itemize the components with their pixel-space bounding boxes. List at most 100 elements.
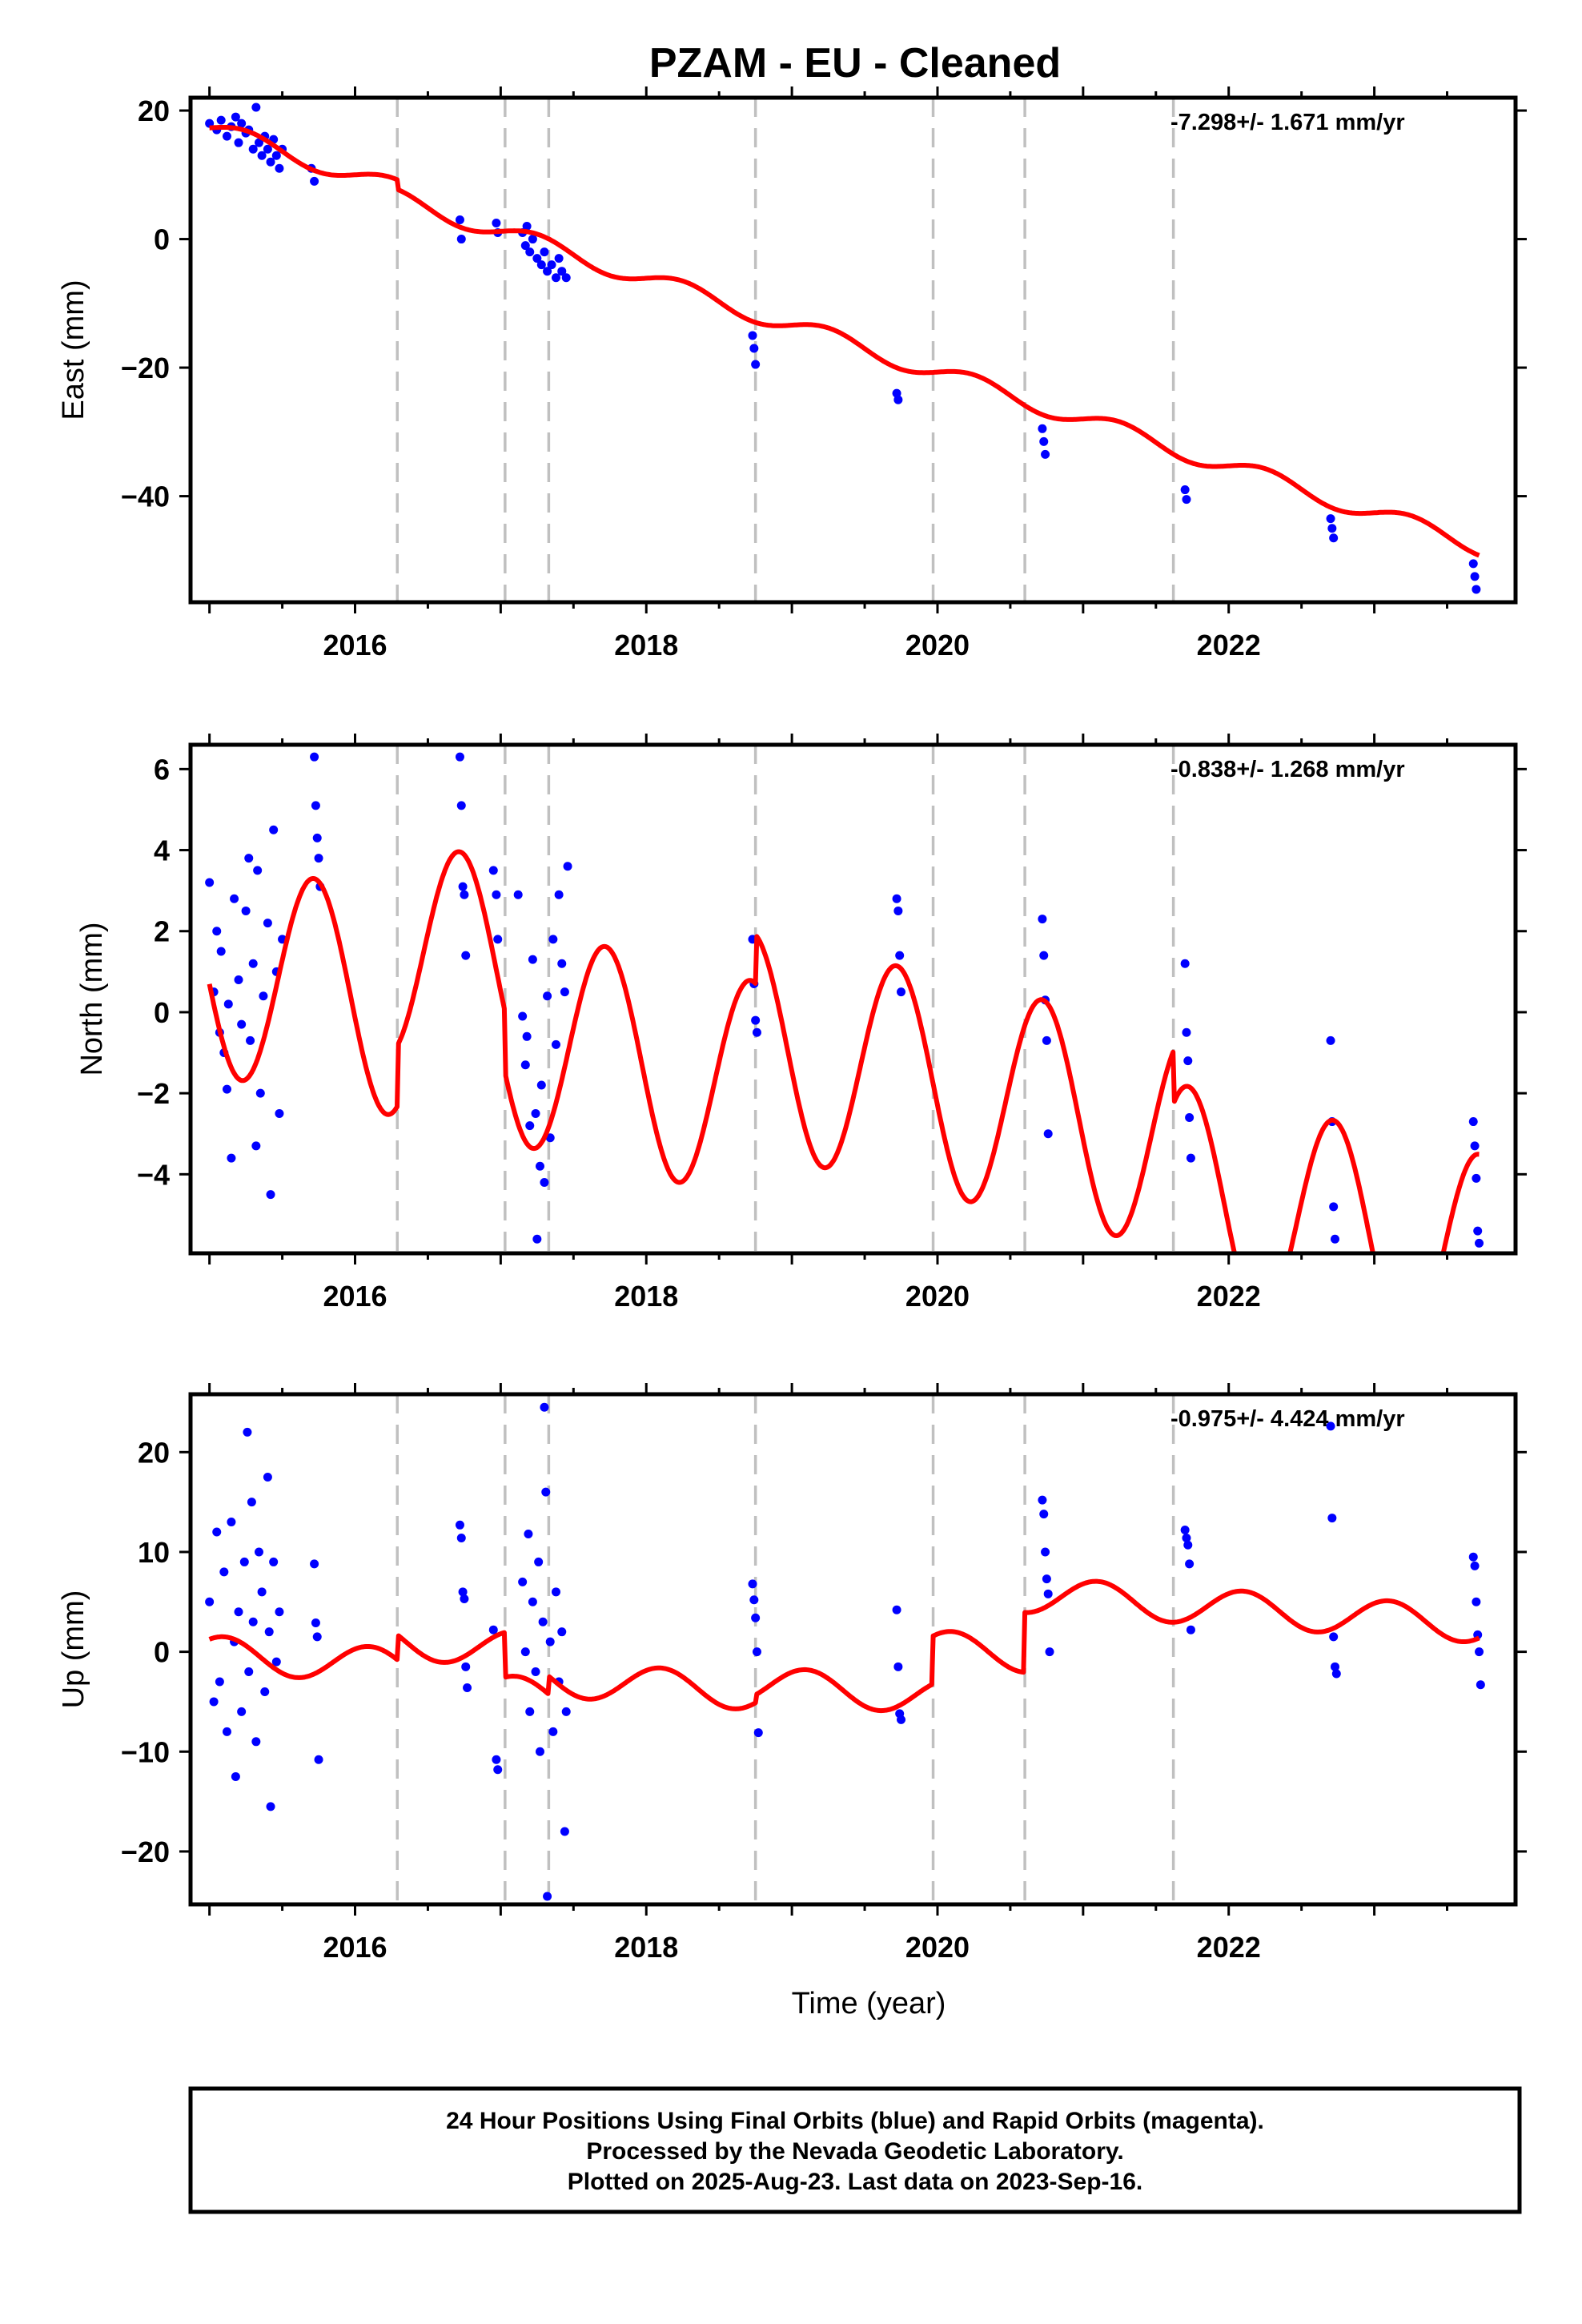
data-point	[263, 919, 272, 928]
data-point	[532, 254, 542, 263]
data-point	[456, 801, 466, 810]
data-point	[254, 1547, 263, 1557]
data-point	[548, 935, 558, 944]
data-point	[492, 218, 501, 227]
x-tick-label: 2022	[1197, 629, 1261, 661]
data-point	[543, 1892, 552, 1901]
data-point	[518, 1577, 528, 1586]
data-point	[1468, 1552, 1478, 1562]
data-point	[223, 999, 233, 1009]
x-tick-label: 2018	[614, 1280, 678, 1313]
data-point	[551, 273, 560, 283]
data-point	[251, 103, 261, 112]
y-tick-label: 0	[154, 223, 170, 256]
data-point	[1039, 436, 1049, 446]
data-point	[895, 951, 905, 960]
y-tick-label: 20	[138, 94, 170, 127]
y-tick-label: −40	[121, 480, 170, 513]
data-point	[275, 163, 284, 173]
data-point	[560, 1827, 569, 1836]
data-point	[525, 1121, 535, 1131]
data-point	[1182, 495, 1191, 505]
data-point	[538, 1617, 548, 1626]
data-point	[492, 1755, 501, 1764]
data-point	[1041, 1547, 1050, 1557]
data-point	[892, 894, 901, 903]
data-point	[535, 1747, 544, 1756]
data-point	[257, 1587, 267, 1597]
data-point	[314, 1755, 323, 1764]
north-panel: 2016 2018 2020 2022 6 4 2 0 −2 −4 North (mm) -0.838…	[75, 734, 1527, 1313]
up-points	[205, 1402, 1485, 1901]
x-tick-label: 2022	[1197, 1280, 1261, 1313]
data-point	[455, 1520, 464, 1530]
data-point	[1475, 1647, 1484, 1657]
data-point	[554, 254, 564, 263]
rate-annotation: -0.838+/- 1.268 mm/yr	[1170, 757, 1405, 782]
data-point	[227, 1153, 236, 1163]
data-point	[551, 1587, 560, 1597]
data-point	[1470, 572, 1480, 581]
data-point	[563, 862, 572, 871]
data-point	[1329, 1202, 1339, 1212]
data-point	[557, 1627, 567, 1637]
data-point	[310, 1559, 319, 1569]
x-tick-label: 2022	[1197, 1931, 1261, 1964]
data-point	[540, 247, 549, 257]
east-panel: 2016 2018 2020 2022 20 0 −20 −40 East (mm) -7.298…	[57, 86, 1527, 661]
data-point	[1185, 1112, 1195, 1122]
data-point	[239, 1557, 249, 1566]
data-point	[1327, 524, 1337, 533]
y-axis-label: North (mm)	[75, 922, 109, 1076]
data-point	[310, 752, 319, 762]
data-point	[545, 1637, 555, 1647]
data-point	[1180, 485, 1190, 495]
y-tick-label: 0	[154, 1636, 170, 1669]
data-point	[458, 1587, 468, 1597]
data-point	[751, 1613, 761, 1622]
rate-annotation: -7.298+/- 1.671 mm/yr	[1170, 110, 1405, 135]
data-point	[561, 273, 571, 283]
data-point	[752, 1027, 761, 1037]
data-point	[525, 247, 535, 257]
data-point	[222, 1084, 231, 1094]
data-point	[257, 151, 267, 160]
data-point	[535, 1161, 544, 1171]
data-point	[263, 1472, 272, 1482]
data-point	[216, 115, 226, 125]
data-point	[561, 1707, 571, 1716]
data-point	[554, 890, 564, 899]
data-point	[460, 890, 469, 899]
data-point	[264, 1627, 274, 1637]
y-tick-label: 10	[138, 1536, 170, 1569]
data-point	[1326, 1035, 1335, 1045]
data-point	[893, 906, 903, 915]
y-tick-label: −10	[121, 1735, 170, 1768]
data-point	[263, 144, 272, 154]
data-point	[520, 241, 530, 251]
data-point	[455, 215, 464, 224]
data-point	[1473, 1226, 1483, 1236]
data-point	[312, 1632, 322, 1642]
data-point	[241, 906, 251, 915]
data-point	[893, 395, 903, 404]
data-point	[1470, 1141, 1480, 1151]
data-point	[1472, 1173, 1481, 1183]
data-point	[244, 854, 254, 863]
data-point	[275, 1607, 284, 1617]
data-point	[1043, 1589, 1053, 1598]
data-point	[458, 882, 468, 891]
data-point	[255, 1088, 265, 1098]
footer-line-3: Plotted on 2025-Aug-23. Last data on 202…	[568, 2169, 1143, 2195]
data-point	[1472, 1597, 1481, 1606]
y-tick-label: 4	[154, 834, 170, 867]
data-point	[1043, 1129, 1053, 1139]
up-panel: 2016 2018 2020 2022 20 10 0 −10 −20 Up (mm) -0.975…	[57, 1383, 1527, 1964]
data-point	[531, 1108, 540, 1118]
data-point	[205, 878, 215, 887]
data-point	[251, 1737, 261, 1747]
data-point	[234, 138, 243, 147]
data-point	[460, 1594, 469, 1604]
data-point	[1468, 559, 1478, 569]
